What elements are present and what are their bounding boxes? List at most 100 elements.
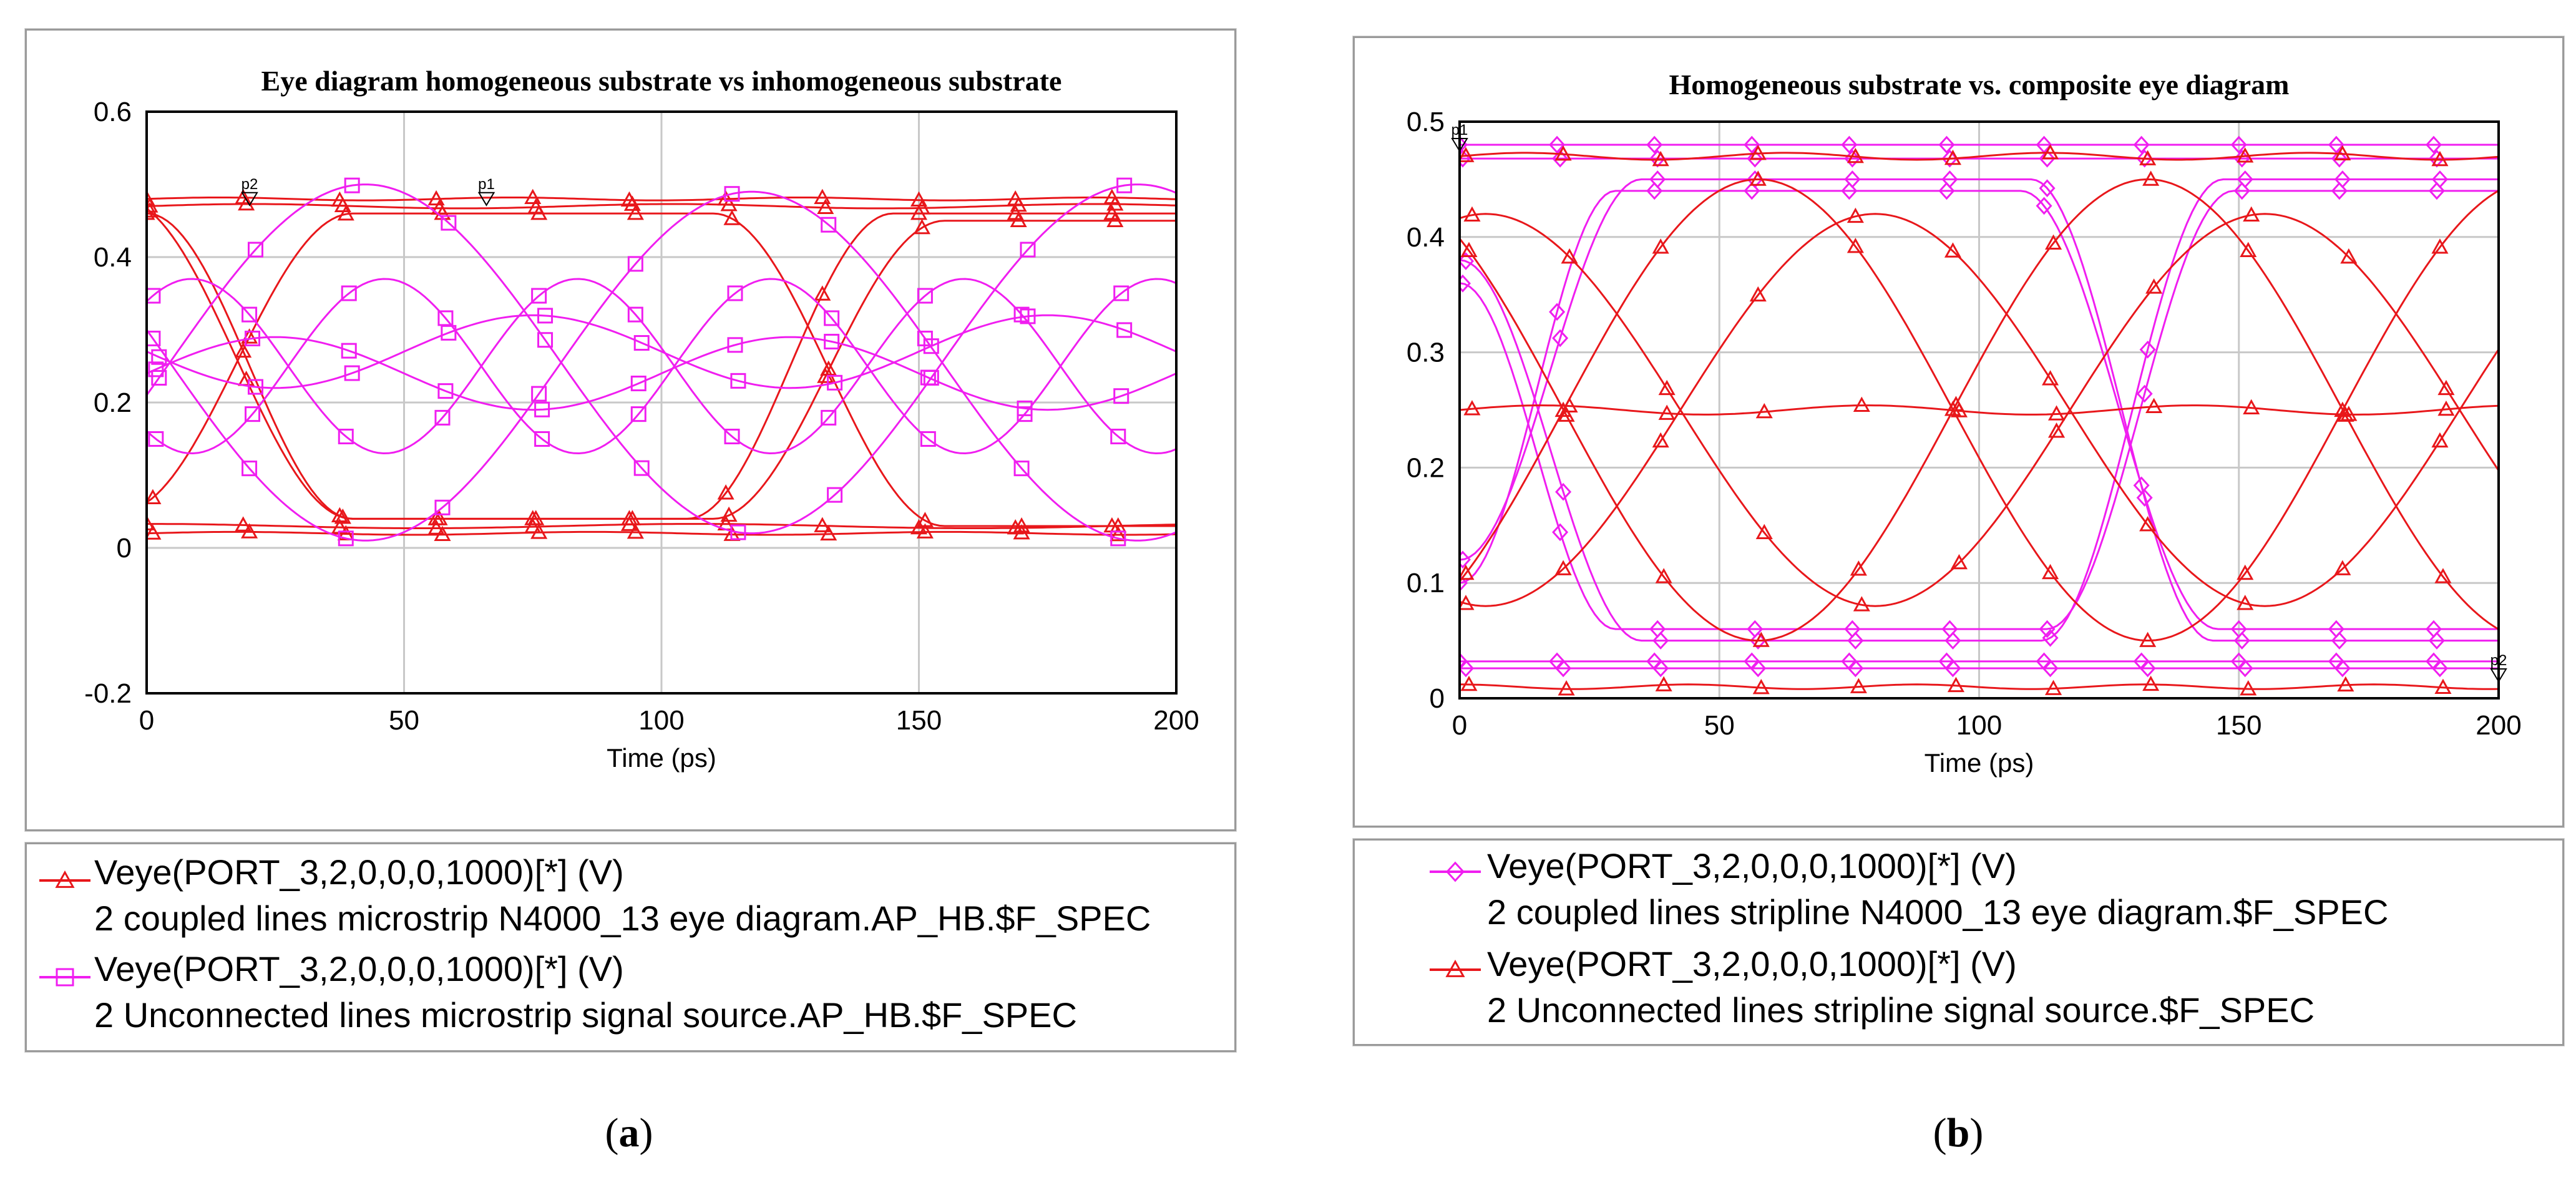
chart-b-series-0-point-7-0 [1460,274,1471,293]
chart-b-series-1-point-5-5 [1950,553,1968,570]
chart-b-series-0 [1460,135,2499,678]
chart-a-xtick-0: 0 [139,705,154,736]
chart-b-series-1-point-1-2 [1655,676,1672,691]
chart-a-series-0-point-6-9 [1007,205,1024,220]
chart-a-series-1-point-4-0 [148,361,164,378]
chart-b-series-1-point-6-8 [2237,595,2254,610]
chart-a-series-1-point-3-0 [147,330,161,346]
chart-a-series-1-point-5-4 [537,308,554,324]
chart-a-series-0-point-2-7 [820,525,837,541]
chart-a-series-1-point-2-6 [730,524,746,540]
chart-b-series-0-point-7-5 [1941,620,1958,638]
chart-b-series-0-point-3-9 [2328,652,2344,671]
chart-b-series-1-point-3-6 [2042,563,2059,580]
chart-a-series-1-point-2-9 [1020,241,1036,258]
chart-a-series-1-point-2-4 [537,332,554,348]
chart-b-series-1-point-0-10 [2431,150,2449,167]
chart-b-series-0-point-3-6 [2036,652,2052,671]
chart-a-series-1-point-0-2 [338,429,354,445]
chart-b-xtick-2: 100 [1956,710,2002,741]
chart-a-series-0-point-0-7 [814,188,831,204]
chart-a-series-0-point-5-7 [820,360,837,376]
chart-a-series-1-point-3-10 [1110,530,1126,547]
chart-b-series-1-point-0-4 [1847,147,1864,163]
chart-a-series-1-point-3-9 [1013,461,1030,477]
chart-b-series-1-point-4-4 [1850,560,1867,576]
chart-b-marker-p2-label: p2 [2491,652,2507,669]
chart-a-series-1-point-4-3 [437,383,454,399]
chart-b-xtick-0: 0 [1452,710,1467,741]
chart-b-series-0-point-6-7 [2133,476,2150,495]
legend-b-entry-2-name: Veye(PORT_3,2,0,0,0,1000)[*] (V) [1487,944,2017,983]
legend-b-entry-1[interactable]: Veye(PORT_3,2,0,0,0,1000)[*] (V) 2 coupl… [1355,841,2562,942]
chart-b-series-0-point-7-6 [2039,620,2056,638]
chart-b-series-0-point-4-0 [1460,550,1471,569]
chart-a-series-0-point-6-10 [1103,205,1121,220]
chart-b-series-0-point-6-1 [1549,303,1566,321]
chart-a-series-0-point-6-7 [814,285,831,301]
chart-a-series-1-point-2-0 [151,369,167,386]
chart-a-series-1-point-5-10 [1116,322,1133,338]
chart-a-series-1-point-5-0 [151,349,167,365]
chart-a-series-0-point-0-4 [524,188,542,205]
chart-b-series-0-point-6-9 [2328,620,2344,638]
chart-a-series-0-point-2-10 [1110,525,1127,542]
chart-a-series-1-point-4-2 [341,343,357,359]
chart-a-series-1-point-4-10 [1113,388,1129,404]
chart-b-series-1-point-2-8 [2243,399,2260,414]
chart-a-series-1-trace-0 [147,278,1176,455]
chart-a-series-0-point-4-9 [1010,212,1027,228]
legend-a-entry-2[interactable]: Veye(PORT_3,2,0,0,0,1000)[*] (V) 2 Uncon… [27,947,1234,1050]
chart-a-series-0-point-3-9 [1007,519,1024,535]
chart-b-series-1-point-3-3 [1749,170,1767,186]
chart-b-series-1-point-0-2 [1652,150,1669,167]
legend-a-swatch-2-marker [56,968,74,987]
chart-b-series-1-point-4-9 [2337,406,2354,422]
chart-b-xtick-1: 50 [1704,710,1735,741]
chart-a-series-0-point-2-5 [627,523,644,539]
chart-a-series-1-trace-3 [147,190,1176,542]
chart-a-series-1-point-1-5 [630,406,646,422]
chart-a-series-1-point-4-5 [630,375,646,391]
chart-a-series-1-point-4-6 [727,337,743,353]
chart-b-series-0-point-7-7 [2136,384,2153,403]
chart-b-series-0-point-5-7 [2139,340,2156,359]
chart-b-series-1-point-4-5 [1947,396,1965,411]
legend-b-entry-2[interactable]: Veye(PORT_3,2,0,0,0,1000)[*] (V) 2 Uncon… [1355,942,2562,1044]
chart-b-series-1-point-5-9 [2340,248,2358,264]
chart-b-marker-p2-icon [2490,668,2507,683]
chart-a-series-0-point-6-3 [427,510,445,525]
chart-a-series-1-point-2-5 [633,460,650,476]
chart-b-series-0-point-0-10 [2425,135,2442,154]
chart-a-ytick-0: 0.6 [94,97,132,127]
chart-b-series-1-trace-2 [1460,404,2499,416]
chart-a-series-0-point-6-1 [235,342,252,358]
chart-b-series-0-point-6-10 [2425,620,2442,638]
chart-a-series-0-trace-6 [147,212,1176,520]
chart-b-series-1-point-1-1 [1558,680,1575,696]
chart-a-series-0-point-3-0 [147,515,155,530]
chart-a-series-0-point-4-2 [334,509,351,524]
chart-a-series-1-point-4-1 [245,330,261,346]
chart-b-series-0-trace-7 [1460,190,2499,630]
chart-b-xlabel: Time (ps) [1925,748,2034,778]
legend-a: Veye(PORT_3,2,0,0,0,1000)[*] (V) 2 coupl… [25,842,1236,1052]
chart-b-ytick-5: 0 [1430,683,1445,714]
chart-a-series-0-point-6-6 [717,484,734,500]
chart-a-series-1-trace-2 [147,183,1176,535]
chart-a-series-0-point-3-3 [427,519,445,535]
chart-b-series-0-point-0-1 [1549,135,1566,154]
chart-a-series-1-point-3-1 [242,461,258,477]
chart-b-series-1-point-5-3 [1755,524,1773,539]
chart-a-series-1-point-4-7 [824,333,840,349]
chart-b-series-0-point-3-2 [1646,652,1663,671]
chart-b-series-0-point-6-4 [1841,182,1858,200]
chart-a-ytick-1: 0.4 [94,242,132,273]
chart-a-series-1-point-0-1 [242,306,258,323]
legend-a-entry-1[interactable]: Veye(PORT_3,2,0,0,0,1000)[*] (V) 2 coupl… [27,844,1234,947]
chart-b-series-0-point-7-8 [2233,182,2250,200]
chart-a-ytick-3: 0 [117,533,132,563]
chart-b-series-1-point-0-3 [1749,145,1767,160]
chart-b-series-1-point-5-10 [2437,379,2455,396]
chart-b-series-1-point-5-8 [2243,206,2260,222]
